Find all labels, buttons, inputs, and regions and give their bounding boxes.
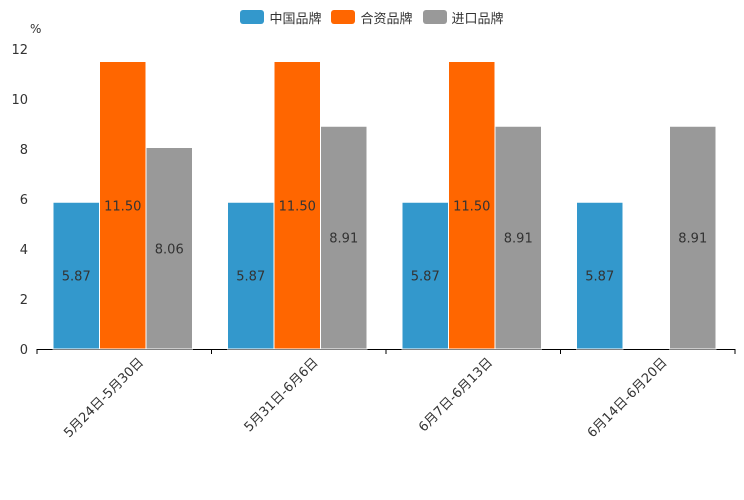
bar-value-label: 8.91 (678, 232, 707, 247)
bar-value-label: 5.87 (236, 270, 265, 285)
x-category-label: 6月7日-6月13日 (416, 355, 496, 435)
legend-label: 进口品牌 (451, 11, 504, 27)
bar-value-label: 11.50 (453, 199, 490, 214)
bar (401, 201, 449, 350)
x-category-label: 5月24日-5月30日 (61, 355, 147, 441)
x-category-label: 5月31日-6月6日 (242, 355, 322, 435)
bar (669, 125, 717, 350)
legend-label: 中国品牌 (269, 11, 322, 27)
bar (320, 125, 368, 350)
x-category-label: 6月14日-6月20日 (585, 355, 671, 441)
bar (145, 147, 193, 350)
legend: 中国品牌 合资品牌 进口品牌 (0, 7, 744, 27)
bar-value-label: 5.87 (411, 270, 440, 285)
y-tick-label: 6 (20, 193, 28, 208)
y-tick-label: 8 (20, 143, 28, 158)
bar (494, 125, 542, 350)
bar-value-label: 11.50 (279, 199, 316, 214)
bar-value-label: 5.87 (62, 270, 91, 285)
bar (273, 61, 321, 350)
y-tick-label: 4 (20, 243, 28, 258)
bar (448, 61, 496, 350)
legend-item[interactable]: 进口品牌 (422, 8, 504, 27)
bar-value-label: 8.91 (329, 232, 358, 247)
legend-swatch (331, 10, 356, 24)
bar (52, 201, 100, 350)
bar (99, 61, 147, 350)
bar-value-label: 11.50 (104, 199, 141, 214)
legend-item[interactable]: 中国品牌 (240, 8, 321, 27)
y-tick-label: 2 (20, 293, 28, 308)
legend-item[interactable]: 合资品牌 (331, 8, 413, 27)
y-axis-unit: % (30, 22, 41, 36)
bar-value-label: 8.91 (504, 232, 533, 247)
y-tick-label: 0 (20, 343, 28, 358)
bar-value-label: 8.06 (155, 242, 184, 257)
legend-swatch (240, 10, 265, 24)
bar (576, 201, 624, 350)
y-tick-label: 10 (11, 93, 28, 108)
y-tick-label: 12 (11, 43, 28, 58)
bar-value-label: 5.87 (585, 270, 614, 285)
legend-label: 合资品牌 (360, 11, 413, 27)
legend-swatch (422, 10, 447, 24)
